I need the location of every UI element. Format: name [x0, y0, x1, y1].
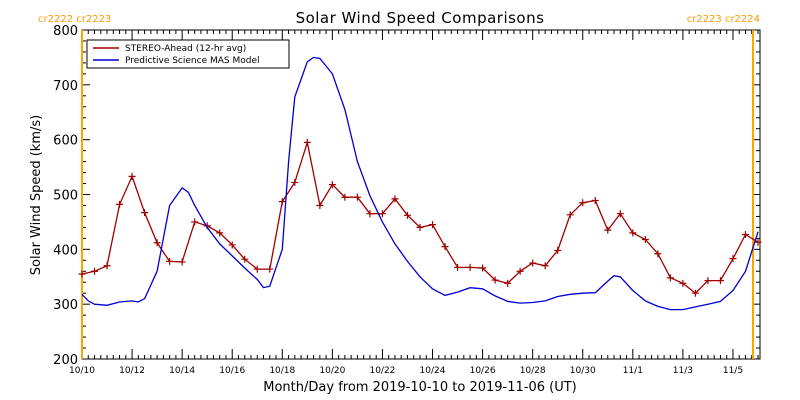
- data-point-marker: [704, 277, 712, 285]
- data-point-marker: [166, 257, 174, 265]
- data-point-marker: [366, 210, 374, 218]
- data-point-marker: [504, 279, 512, 287]
- data-point-marker: [654, 250, 662, 258]
- x-tick-label: 10/26: [470, 366, 496, 376]
- x-tick-label: 11/5: [723, 366, 743, 376]
- data-point-marker: [291, 178, 299, 186]
- data-point-marker: [479, 264, 487, 272]
- data-point-marker: [441, 243, 449, 251]
- data-point-marker: [541, 262, 549, 270]
- data-point-marker: [591, 197, 599, 205]
- data-point-marker: [266, 265, 274, 273]
- y-tick-label: 300: [53, 298, 78, 313]
- data-point-marker: [629, 229, 637, 237]
- data-point-marker: [641, 235, 649, 243]
- data-point-marker: [454, 263, 462, 271]
- data-point-marker: [604, 226, 612, 234]
- carrington-label: cr2222 cr2223: [38, 14, 111, 25]
- data-point-marker: [616, 210, 624, 218]
- x-tick-label: 10/24: [420, 366, 446, 376]
- x-tick-label: 10/22: [369, 366, 395, 376]
- data-point-marker: [278, 198, 286, 206]
- data-point-marker: [241, 255, 249, 263]
- data-point-marker: [328, 181, 336, 189]
- data-point-marker: [228, 241, 236, 249]
- data-point-marker: [579, 199, 587, 207]
- data-point-marker: [103, 262, 111, 270]
- y-tick-label: 200: [53, 353, 78, 368]
- data-point-marker: [741, 231, 749, 239]
- series-line-0: [81, 142, 759, 295]
- data-point-marker: [128, 172, 136, 180]
- data-point-marker: [178, 258, 186, 266]
- x-tick-label: 10/14: [169, 366, 195, 376]
- plot-frame: [81, 29, 761, 360]
- y-tick-label: 700: [53, 79, 78, 94]
- data-point-marker: [191, 218, 199, 226]
- x-tick-label: 10/10: [69, 366, 95, 376]
- x-tick-label: 11/3: [673, 366, 693, 376]
- x-tick-label: 10/12: [119, 366, 145, 376]
- y-tick-label: 600: [53, 134, 78, 149]
- series-line-1: [81, 56, 759, 311]
- data-point-marker: [716, 277, 724, 285]
- x-tick-label: 11/1: [623, 366, 643, 376]
- x-tick-label: 10/18: [269, 366, 295, 376]
- y-tick-label: 400: [53, 243, 78, 258]
- data-point-marker: [554, 246, 562, 254]
- carrington-label: cr2223 cr2224: [687, 14, 760, 25]
- data-point-marker: [253, 265, 261, 273]
- data-point-marker: [316, 201, 324, 209]
- data-point-marker: [403, 211, 411, 219]
- data-point-marker: [429, 221, 437, 229]
- data-point-marker: [91, 267, 99, 275]
- data-point-marker: [691, 289, 699, 297]
- x-tick-label: 10/28: [520, 366, 546, 376]
- legend-entry: Predictive Science MAS Model: [125, 56, 260, 66]
- data-point-marker: [466, 263, 474, 271]
- plot-area: 200 300 400 500 600 700 800 10/10 10/12 10/14 10/1…: [38, 14, 762, 376]
- y-tick-label: 800: [53, 24, 78, 39]
- chart-title: Solar Wind Speed Comparisons: [296, 9, 545, 27]
- data-point-marker: [216, 229, 224, 237]
- x-axis-label: Month/Day from 2019-10-10 to 2019-11-06 …: [263, 380, 576, 395]
- data-point-marker: [491, 276, 499, 284]
- x-tick-label: 10/20: [319, 366, 345, 376]
- data-point-marker: [416, 223, 424, 231]
- data-point-marker: [341, 193, 349, 201]
- legend-entry: STEREO-Ahead (12-hr avg): [125, 44, 246, 54]
- x-tick-label: 10/30: [570, 366, 596, 376]
- data-point-marker: [303, 138, 311, 146]
- y-axis-label: Solar Wind Speed (km/s): [29, 115, 44, 275]
- data-point-marker: [153, 239, 161, 247]
- legend-box: [86, 39, 290, 69]
- data-point-marker: [754, 238, 762, 246]
- data-point-marker: [141, 209, 149, 217]
- data-point-marker: [666, 274, 674, 282]
- y-tick-label: 500: [53, 189, 78, 204]
- data-point-marker: [529, 259, 537, 267]
- data-point-marker: [353, 193, 361, 201]
- data-point-marker: [729, 255, 737, 263]
- x-tick-label: 10/16: [219, 366, 245, 376]
- data-point-marker: [378, 210, 386, 218]
- data-point-marker: [566, 211, 574, 219]
- data-point-marker: [679, 279, 687, 287]
- data-point-marker: [516, 267, 524, 275]
- data-point-marker: [78, 270, 86, 278]
- data-point-marker: [116, 200, 124, 208]
- data-point-marker: [391, 195, 399, 203]
